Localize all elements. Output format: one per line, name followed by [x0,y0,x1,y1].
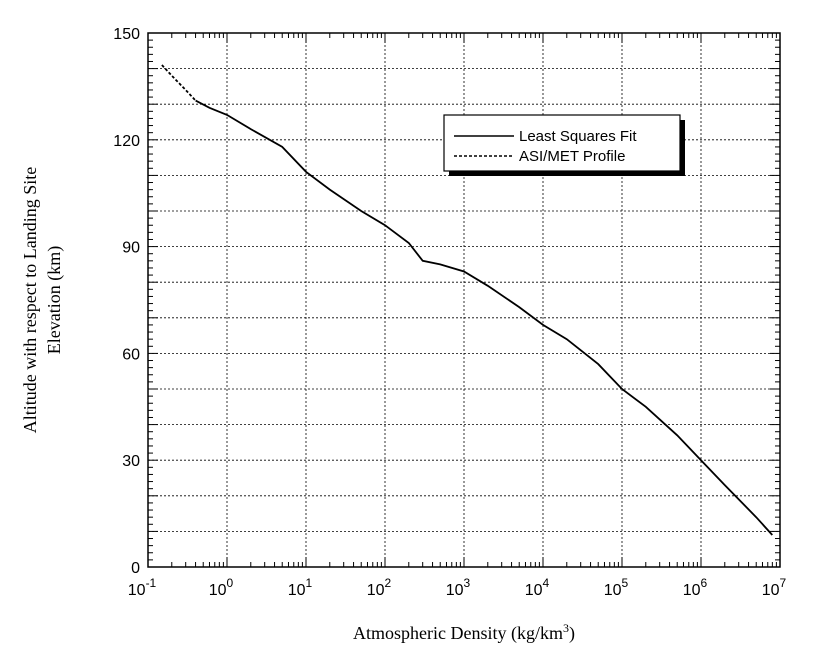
y-tick-label: 120 [113,133,140,150]
plot-frame [147,32,781,568]
x-tick-label: 104 [525,576,550,599]
x-tick-label: 105 [604,576,629,599]
legend-label-least-squares: Least Squares Fit [519,128,637,145]
x-tick-label: 101 [288,576,313,599]
tick-labels: 10-1 100 101 102 103 104 105 106 107 0 30 60 90 120 15… [113,26,786,599]
y-tick-label: 90 [122,240,140,257]
grid [148,33,780,567]
series-line-asi-met-profile [161,64,197,102]
y-tick-label: 150 [113,26,140,43]
y-tick-label: 0 [131,560,140,577]
x-tick-label: 106 [683,576,708,599]
y-tick-label: 30 [122,453,140,470]
y-axis-title-line1: Altitude with respect to Landing Site [20,167,40,433]
x-tick-label: 10-1 [128,576,157,599]
legend: Least Squares Fit ASI/MET Profile [443,114,685,176]
minor-ticks [147,32,780,568]
y-tick-label: 60 [122,346,140,363]
series-layer [161,64,773,536]
x-axis-title: Atmospheric Density (kg/km3) [353,621,575,644]
x-tick-label: 102 [367,576,392,599]
legend-label-asi-met: ASI/MET Profile [519,148,625,165]
legend-box [443,114,681,172]
y-axis-title-line2: Elevation (km) [44,246,65,354]
x-tick-label: 107 [762,576,787,599]
series-line-least-squares-fit [195,99,773,536]
x-tick-label: 100 [209,576,234,599]
x-tick-label: 103 [446,576,471,599]
